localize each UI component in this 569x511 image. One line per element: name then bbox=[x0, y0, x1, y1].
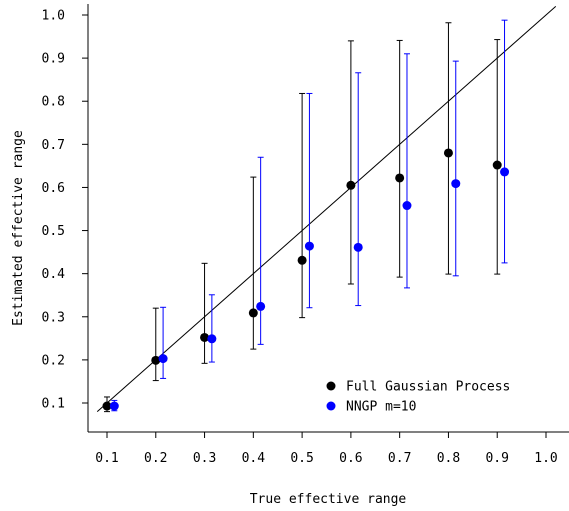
y-axis-title: Estimated effective range bbox=[11, 130, 26, 326]
legend-label-gp: Full Gaussian Process bbox=[346, 380, 510, 395]
gp-point bbox=[102, 401, 112, 411]
x-tick-label: 0.2 bbox=[144, 451, 167, 466]
gp-point bbox=[492, 160, 502, 170]
y-tick-label: 0.3 bbox=[42, 310, 65, 325]
x-tick-label: 0.8 bbox=[437, 451, 460, 466]
x-tick-label: 0.7 bbox=[388, 451, 411, 466]
legend-label-nngp: NNGP m=10 bbox=[346, 400, 416, 415]
reference-line-layer bbox=[96, 6, 557, 412]
x-axis: 0.1 0.2 0.3 0.4 0.5 0.6 0.7 0.8 0.9 1.0 bbox=[95, 432, 558, 466]
y-tick-label: 0.2 bbox=[42, 353, 65, 368]
error-bars bbox=[104, 19, 508, 413]
nngp-point bbox=[256, 301, 266, 311]
nngp-point bbox=[500, 167, 510, 177]
y-tick-label: 0.5 bbox=[42, 224, 65, 239]
gp-point bbox=[151, 355, 161, 365]
y-tick-label: 0.7 bbox=[42, 138, 65, 153]
x-tick-label: 0.6 bbox=[339, 451, 362, 466]
gp-point bbox=[346, 180, 356, 190]
y-tick-label: 0.4 bbox=[42, 267, 66, 282]
points bbox=[102, 148, 510, 411]
x-tick-label: 0.9 bbox=[485, 451, 508, 466]
nngp-point bbox=[304, 241, 314, 251]
nngp-point bbox=[353, 242, 363, 252]
x-tick-label: 0.5 bbox=[290, 451, 313, 466]
gp-point bbox=[248, 308, 258, 318]
x-tick-label: 0.1 bbox=[95, 451, 118, 466]
nngp-point bbox=[207, 334, 217, 344]
x-tick-label: 0.3 bbox=[193, 451, 216, 466]
y-axis: 0.1 0.2 0.3 0.4 0.5 0.6 0.7 0.8 0.9 1.0 bbox=[42, 9, 88, 412]
x-tick-label: 0.4 bbox=[242, 451, 266, 466]
y-tick-label: 1.0 bbox=[42, 9, 65, 24]
y-tick-label: 0.1 bbox=[42, 397, 65, 412]
gp-point bbox=[443, 148, 453, 158]
nngp-point bbox=[451, 179, 461, 189]
legend-marker-nngp bbox=[326, 401, 336, 411]
gp-point bbox=[395, 173, 405, 183]
legend: Full Gaussian Process NNGP m=10 bbox=[326, 380, 510, 415]
nngp-point bbox=[158, 354, 168, 364]
plot-frame bbox=[87, 4, 569, 433]
nngp-point bbox=[109, 401, 119, 411]
y-tick-label: 0.6 bbox=[42, 181, 65, 196]
legend-marker-gp bbox=[326, 381, 336, 391]
x-tick-label: 1.0 bbox=[534, 451, 557, 466]
x-axis-title: True effective range bbox=[250, 492, 407, 507]
y-tick-label: 0.9 bbox=[42, 52, 65, 67]
y-tick-label: 0.8 bbox=[42, 95, 65, 110]
identity-reference-line bbox=[96, 6, 557, 412]
nngp-point bbox=[402, 201, 412, 211]
gp-point bbox=[200, 332, 210, 342]
gp-point bbox=[297, 255, 307, 265]
